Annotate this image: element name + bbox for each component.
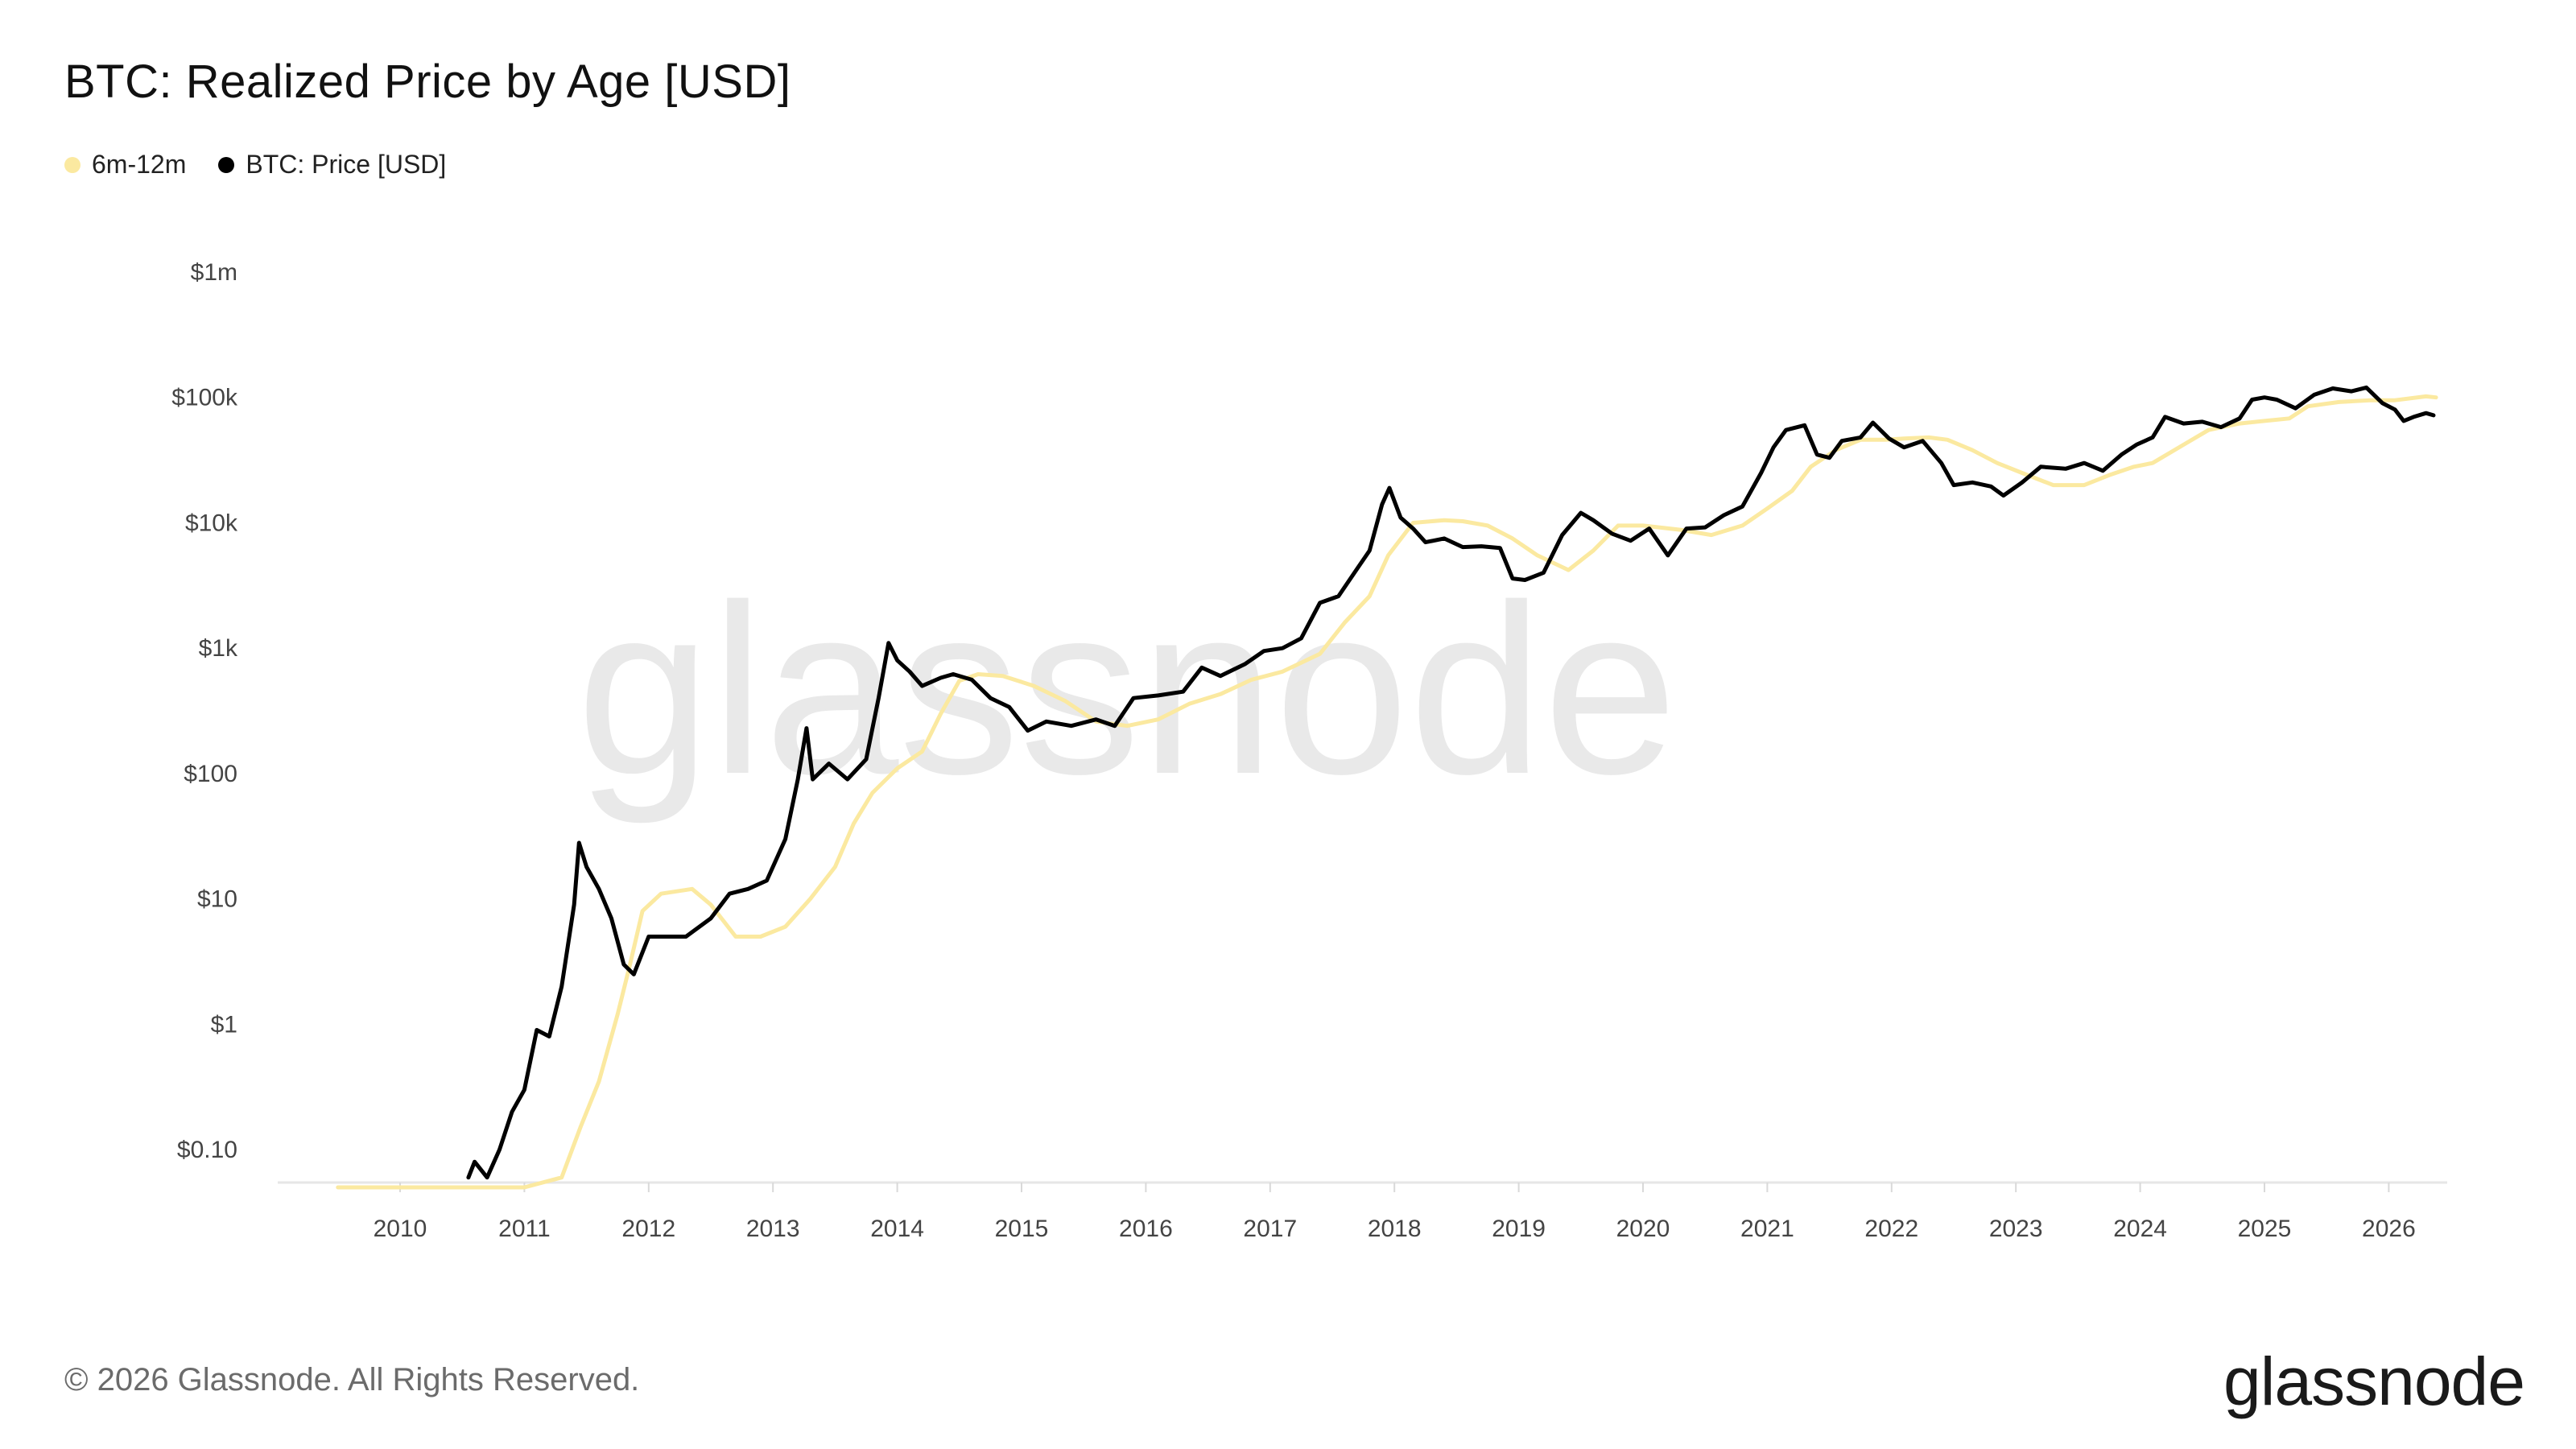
series-layer (336, 385, 2438, 1190)
x-tick-label: 2019 (1492, 1216, 1546, 1242)
chart-legend: 6m-12m BTC: Price [USD] (64, 150, 478, 180)
watermark: glassnode (576, 554, 1678, 826)
glassnode-logo: glassnode (2223, 1344, 2525, 1419)
x-tick-label: 2011 (498, 1216, 551, 1242)
copyright-footer: © 2026 Glassnode. All Rights Reserved. (64, 1362, 640, 1397)
chart-title: BTC: Realized Price by Age [USD] (64, 56, 791, 108)
legend-label-6m-12m: 6m-12m (92, 150, 187, 179)
x-tick-label: 2018 (1368, 1216, 1422, 1242)
x-tick-label: 2026 (2362, 1216, 2416, 1242)
y-tick-label: $0.10 (177, 1137, 237, 1163)
x-tick-label: 2017 (1243, 1216, 1297, 1242)
x-tick-label: 2020 (1616, 1216, 1670, 1242)
y-tick-label: $100k (171, 385, 238, 411)
legend-label-btc-price: BTC: Price [USD] (246, 150, 447, 179)
x-tick-label: 2025 (2238, 1216, 2292, 1242)
legend-dot-6m-12m (64, 156, 80, 173)
series-line-6m-12m[interactable] (336, 394, 2438, 1190)
x-tick-label: 2010 (374, 1216, 427, 1242)
y-tick-label: $1m (191, 259, 237, 286)
y-tick-label: $10k (185, 510, 238, 536)
legend-item-6m-12m[interactable]: 6m-12m (64, 150, 186, 180)
y-tick-label: $10 (197, 886, 237, 913)
legend-dot-btc-price (218, 156, 235, 173)
x-tick-label: 2013 (746, 1216, 800, 1242)
y-tick-label: $1 (211, 1011, 237, 1038)
x-tick-label: 2016 (1119, 1216, 1173, 1242)
x-tick-label: 2024 (2113, 1216, 2167, 1242)
y-axis: $0.10 $1 $10 $100 $1k $10k $100k $1m (171, 259, 238, 1163)
x-tick-label: 2012 (621, 1216, 675, 1242)
x-tick-label: 2021 (1740, 1216, 1794, 1242)
x-axis: 2010 2011 2012 2013 2014 2015 2016 2017 2018 2019… (374, 1183, 2416, 1242)
y-tick-label: $100 (184, 761, 237, 787)
x-tick-label: 2014 (870, 1216, 924, 1242)
series-line-btc-price[interactable] (466, 385, 2436, 1180)
legend-item-btc-price[interactable]: BTC: Price [USD] (218, 150, 446, 180)
x-tick-label: 2023 (1989, 1216, 2043, 1242)
x-tick-label: 2015 (995, 1216, 1049, 1242)
y-tick-label: $1k (199, 635, 238, 662)
x-tick-label: 2022 (1864, 1216, 1918, 1242)
